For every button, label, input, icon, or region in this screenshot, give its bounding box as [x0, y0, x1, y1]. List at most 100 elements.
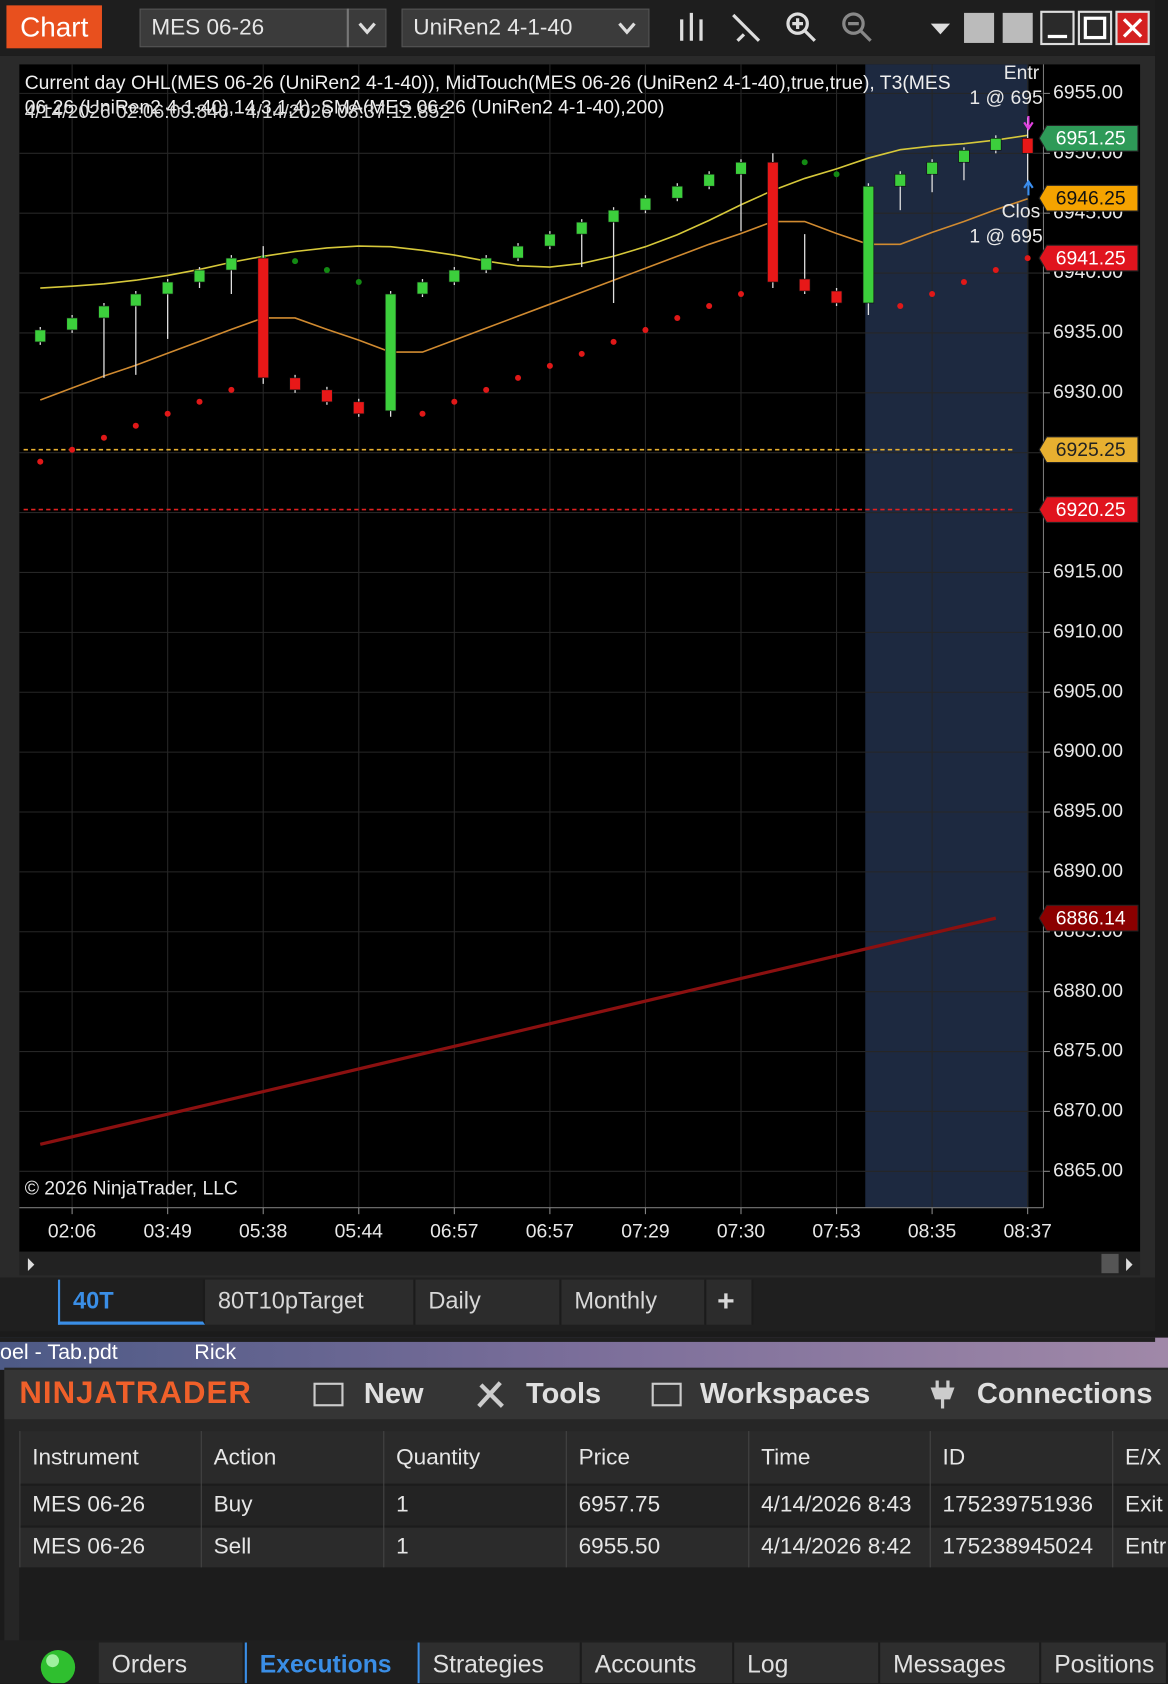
maximize-button[interactable]	[1077, 10, 1113, 46]
x-tick-label: 07:29	[621, 1222, 669, 1243]
x-axis: 02:06 03:49 05:38 05:44 06:57 06:57 07:29 07:30…	[48, 1207, 1052, 1243]
midtouch-dot	[610, 338, 617, 345]
scroll-right[interactable]	[1126, 1258, 1133, 1272]
minimize-button[interactable]	[1040, 10, 1075, 46]
close-button[interactable]	[1115, 10, 1150, 46]
bottom-tab[interactable]: Positions	[1041, 1642, 1168, 1684]
toolbar-icons	[680, 10, 1150, 46]
bottom-tab[interactable]: Strategies	[419, 1642, 582, 1684]
candle-body	[735, 161, 747, 175]
midtouch-dot	[992, 267, 999, 274]
y-tick-label: 6890.00	[1053, 861, 1123, 882]
price-tags: 6951.25 6946.25 6941.25 6925.25 6920.25 6886.…	[1038, 124, 1139, 932]
chart-tab[interactable]: Daily	[415, 1279, 562, 1325]
window-button[interactable]	[964, 12, 995, 43]
bottom-tab[interactable]: Orders	[98, 1642, 245, 1684]
candle-body	[98, 305, 110, 319]
y-tick-label: 6955.00	[1053, 83, 1123, 104]
cell: 6955.50	[578, 1534, 661, 1559]
dropdown-icon[interactable]	[354, 15, 380, 41]
annotation: Entr	[1004, 63, 1040, 84]
zoom-out-icon[interactable]	[842, 12, 872, 42]
bottom-tab[interactable]: Accounts	[581, 1642, 735, 1684]
column-header[interactable]: ID	[942, 1444, 966, 1470]
candle-body	[862, 185, 875, 304]
midtouch-dot	[292, 258, 299, 265]
candle-body	[639, 197, 652, 211]
y-tick-label: 6870.00	[1053, 1101, 1123, 1122]
candle-body	[193, 269, 206, 283]
scroll-thumb[interactable]	[1101, 1253, 1119, 1274]
candle-body	[671, 185, 683, 199]
midtouch-dot	[164, 410, 171, 417]
window-edge	[0, 1337, 1156, 1342]
candle-body	[830, 290, 843, 304]
dropdown-icon[interactable]	[614, 15, 640, 41]
midtouch-dot	[228, 386, 235, 393]
column-header[interactable]: Action	[213, 1444, 277, 1470]
bottom-tab[interactable]: Messages	[880, 1642, 1042, 1684]
candle-body	[257, 257, 269, 379]
menu-item[interactable]: New	[363, 1377, 424, 1410]
cell: 1	[396, 1534, 409, 1559]
y-tick-label: 6880.00	[1053, 981, 1123, 1002]
zoom-in-icon[interactable]	[786, 12, 816, 42]
more-icon[interactable]	[930, 23, 951, 35]
cell: Exit	[1125, 1492, 1163, 1517]
midtouch-dot	[323, 267, 330, 274]
scrollbar[interactable]	[19, 1251, 1141, 1276]
column-header[interactable]: Instrument	[32, 1444, 139, 1470]
chart-tab[interactable]: Monthly	[561, 1279, 707, 1325]
bars-icon[interactable]	[680, 12, 703, 41]
candle-body	[544, 233, 556, 247]
new-icon	[313, 1382, 344, 1407]
price-tag-label: 6946.25	[1056, 188, 1126, 209]
column-separator	[1112, 1431, 1114, 1568]
menu-item[interactable]: Connections	[976, 1377, 1153, 1410]
midtouch-dot	[69, 446, 76, 453]
x-tick-label: 02:06	[48, 1222, 96, 1243]
tools-icon	[477, 1381, 504, 1408]
column-separator	[748, 1431, 750, 1568]
candle-body	[894, 173, 906, 187]
table-row	[19, 1527, 1168, 1568]
draw-icon[interactable]	[732, 13, 761, 42]
column-header[interactable]: Price	[578, 1444, 631, 1470]
instrument: MES 06-26	[151, 15, 265, 40]
add-tab[interactable]: +	[706, 1279, 754, 1325]
desktop-label: oel - Tab.pdt	[0, 1340, 118, 1365]
chart-tab[interactable]: 80T10pTarget	[205, 1279, 416, 1325]
candle-body	[1021, 137, 1034, 154]
table-row	[19, 1485, 1168, 1526]
midtouch-dot	[897, 302, 904, 309]
bottom-tab[interactable]: Executions	[244, 1642, 420, 1684]
column-header[interactable]: E/X	[1125, 1444, 1162, 1470]
menu-item[interactable]: Workspaces	[699, 1377, 871, 1410]
bottom-tab[interactable]: Log	[734, 1642, 881, 1684]
chart-button[interactable]: Chart	[6, 5, 102, 49]
desktop	[0, 1337, 1168, 1370]
scroll-left[interactable]	[27, 1258, 35, 1272]
candle-body	[384, 293, 397, 412]
price-tag	[1038, 496, 1139, 524]
menu-item[interactable]: Tools	[526, 1377, 602, 1410]
x-tick-label: 05:38	[239, 1222, 287, 1243]
window-button[interactable]	[1002, 12, 1033, 43]
column-header[interactable]: Time	[761, 1444, 811, 1470]
candle-body	[958, 149, 970, 163]
bar-type-selector[interactable]: UniRen2 4-1-40	[401, 8, 650, 48]
midtouch-dot	[546, 362, 553, 369]
column-separator	[929, 1431, 931, 1568]
column-header[interactable]: Quantity	[396, 1444, 481, 1470]
midtouch-dot	[1024, 255, 1031, 262]
chart-tab[interactable]: 40T	[57, 1279, 206, 1325]
y-tick-label: 6905.00	[1053, 681, 1123, 702]
logo: NINJATRADER	[19, 1376, 252, 1411]
bar-type: UniRen2 4-1-40	[413, 15, 573, 40]
midtouch-dot	[833, 171, 840, 178]
date-range: 4/14/2026 02:06:09.846 - 4/14/2026 08:37…	[25, 102, 450, 123]
instrument-selector[interactable]: MES 06-26	[139, 8, 387, 48]
x-tick-label: 07:53	[812, 1222, 860, 1243]
